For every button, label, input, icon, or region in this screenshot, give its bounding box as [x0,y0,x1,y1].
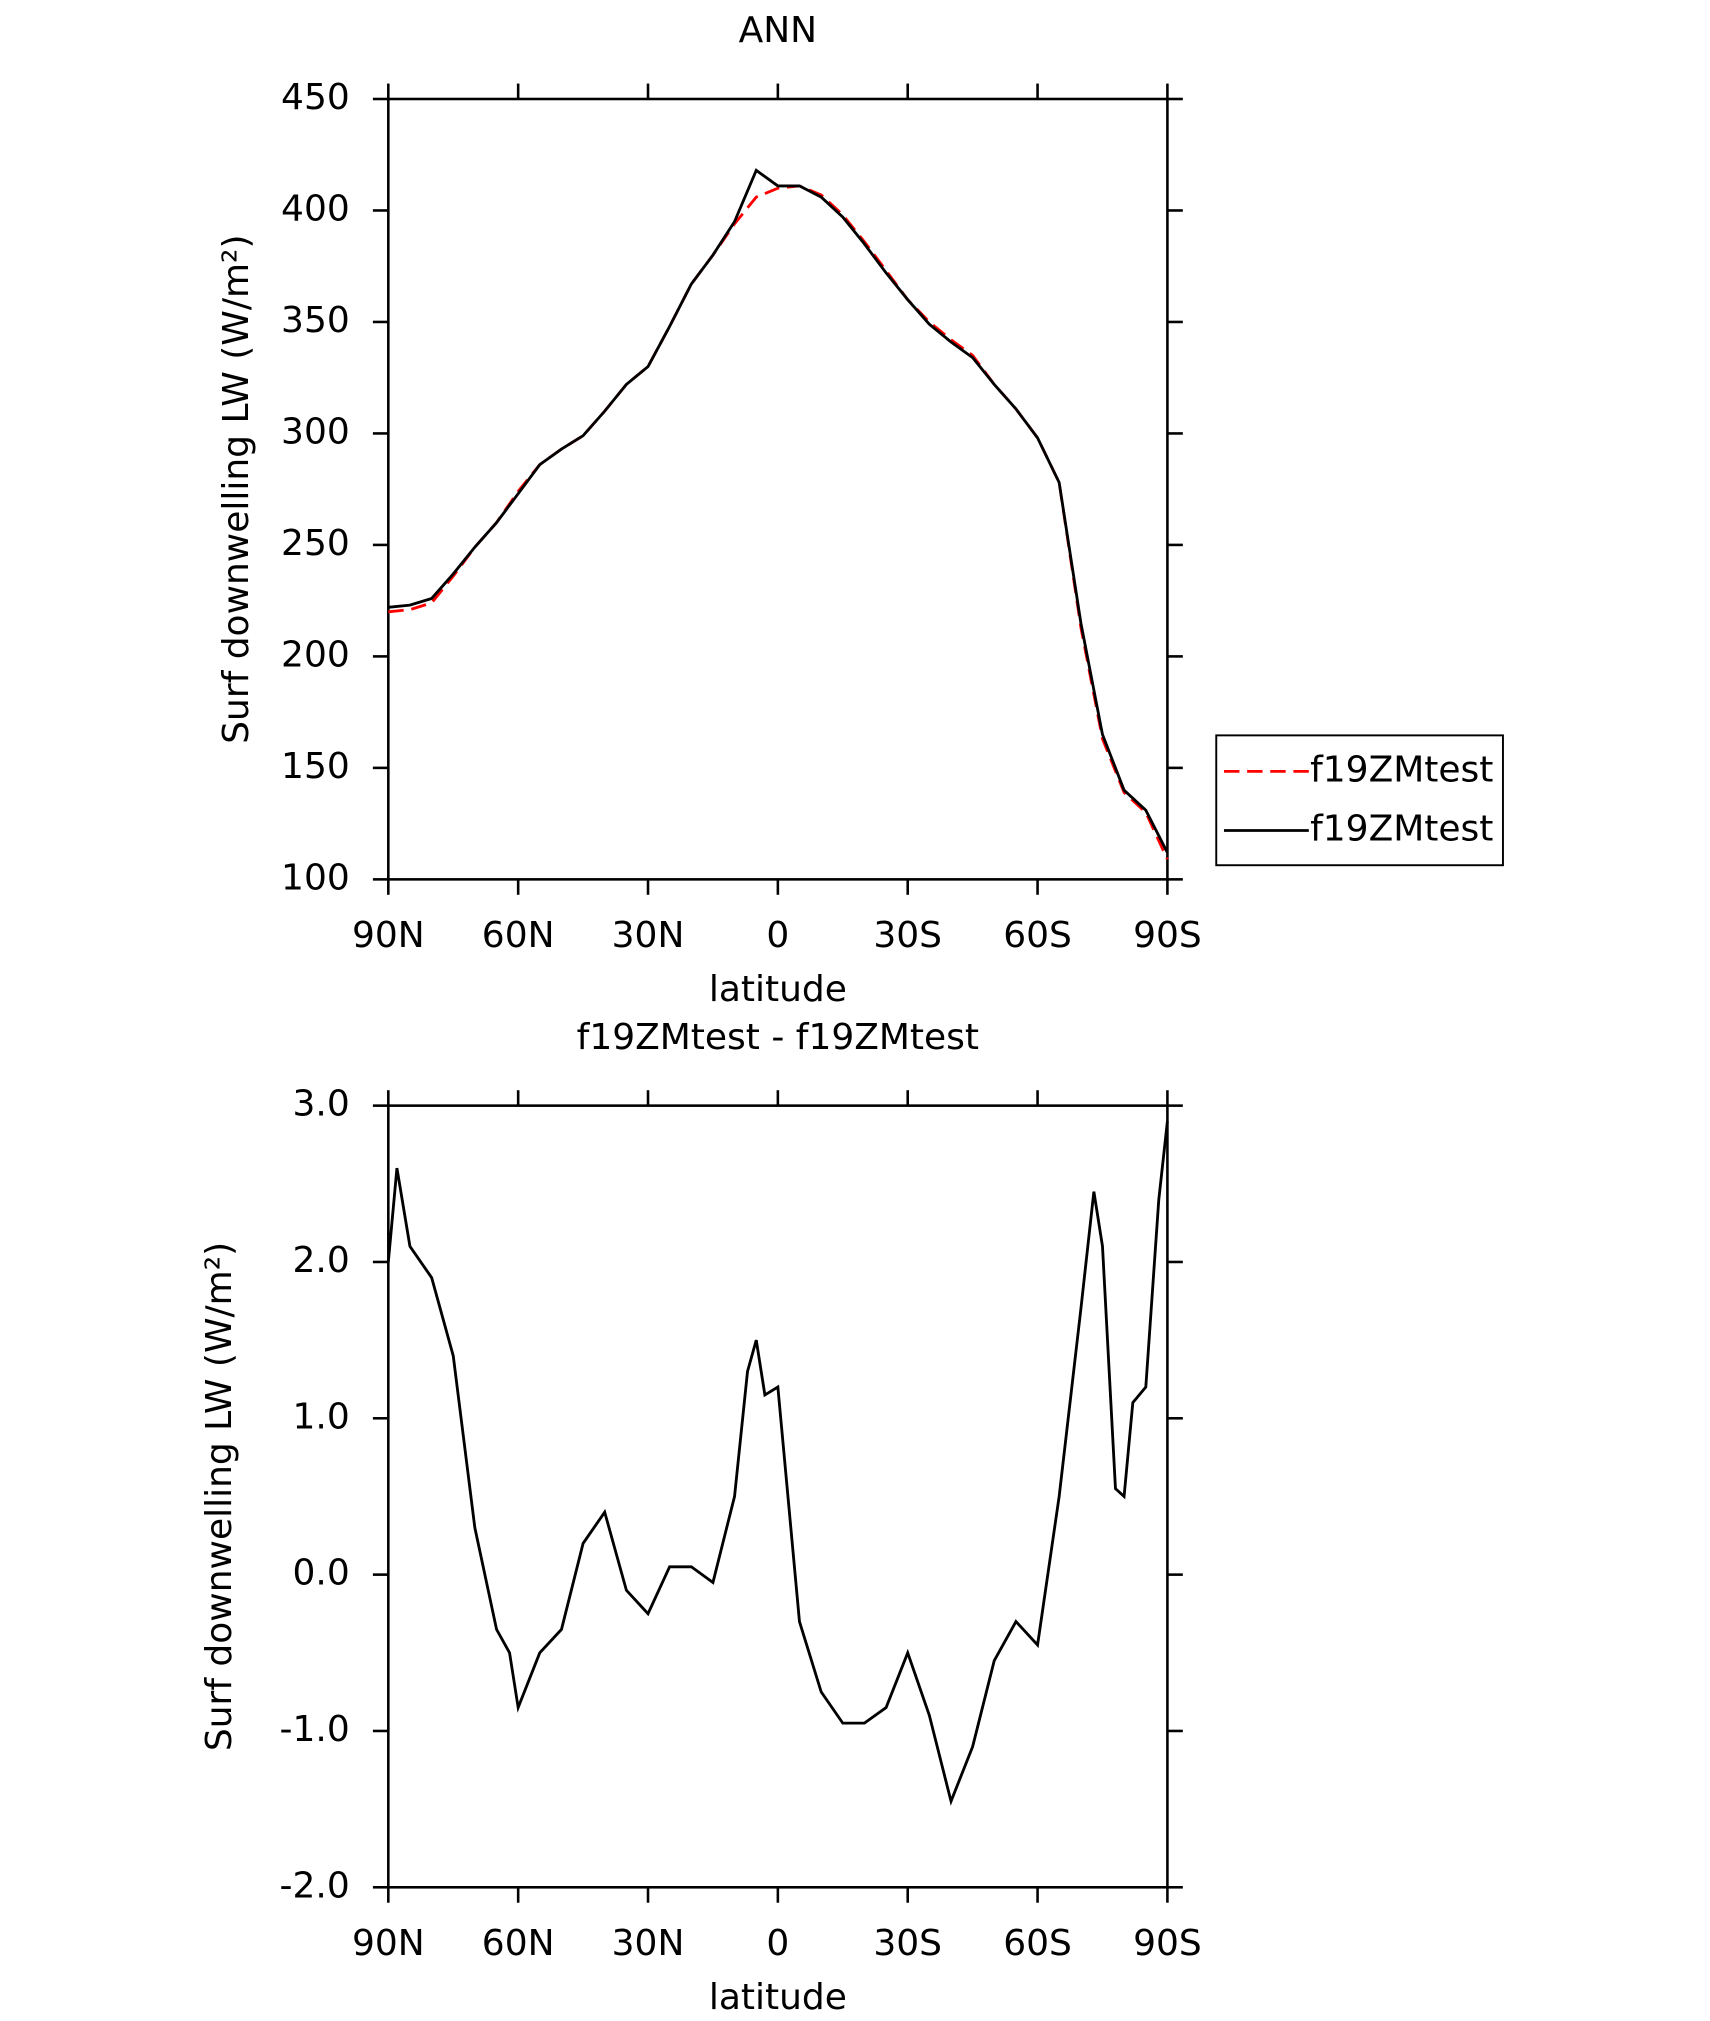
y-axis-label: Surf downwelling LW (W/m²) [199,1242,240,1751]
x-tick-label: 90N [352,1923,425,1964]
x-axis-label: latitude [709,969,847,1010]
data-line [388,168,1169,854]
y-tick-label: 300 [281,411,350,452]
y-tick-label: 250 [281,523,350,564]
x-tick-label: 30N [612,1923,685,1964]
x-tick-label: 90N [352,915,425,956]
y-axis-label: Surf downwelling LW (W/m²) [216,235,257,744]
y-tick-label: 2.0 [293,1240,350,1281]
y-tick-label: -1.0 [280,1709,350,1750]
y-tick-label: 400 [281,188,350,229]
x-tick-label: 30N [612,915,685,956]
y-tick-label: 1.0 [293,1396,350,1437]
y-tick-label: 200 [281,634,350,675]
y-tick-label: 3.0 [293,1084,350,1125]
plot-frame [387,1104,1169,1889]
data-line [386,1121,1169,1806]
chart-title: ANN [739,10,817,51]
x-tick-label: 90S [1133,1923,1202,1964]
y-tick-label: 100 [281,857,350,898]
x-axis-label: latitude [709,1977,847,2018]
legend-box [1215,734,1504,867]
data-line [388,184,1169,860]
x-tick-label: 90S [1133,915,1202,956]
y-tick-label: 150 [281,746,350,787]
y-tick-label: 350 [281,300,350,341]
y-tick-label: 450 [281,77,350,118]
chart-title: f19ZMtest - f19ZMtest [577,1017,979,1058]
legend-label: f19ZMtest [1310,749,1493,790]
x-tick-label: 0 [766,915,789,956]
x-tick-label: 60S [1003,915,1072,956]
x-tick-label: 30S [873,915,942,956]
y-tick-label: -2.0 [280,1865,350,1906]
x-tick-label: 60N [482,915,555,956]
x-tick-label: 60S [1003,1923,1072,1964]
x-tick-label: 60N [482,1923,555,1964]
x-tick-label: 0 [766,1923,789,1964]
y-tick-label: 0.0 [293,1553,350,1594]
x-tick-label: 30S [873,1923,942,1964]
legend-label: f19ZMtest [1310,809,1493,850]
plot-frame [387,97,1169,881]
